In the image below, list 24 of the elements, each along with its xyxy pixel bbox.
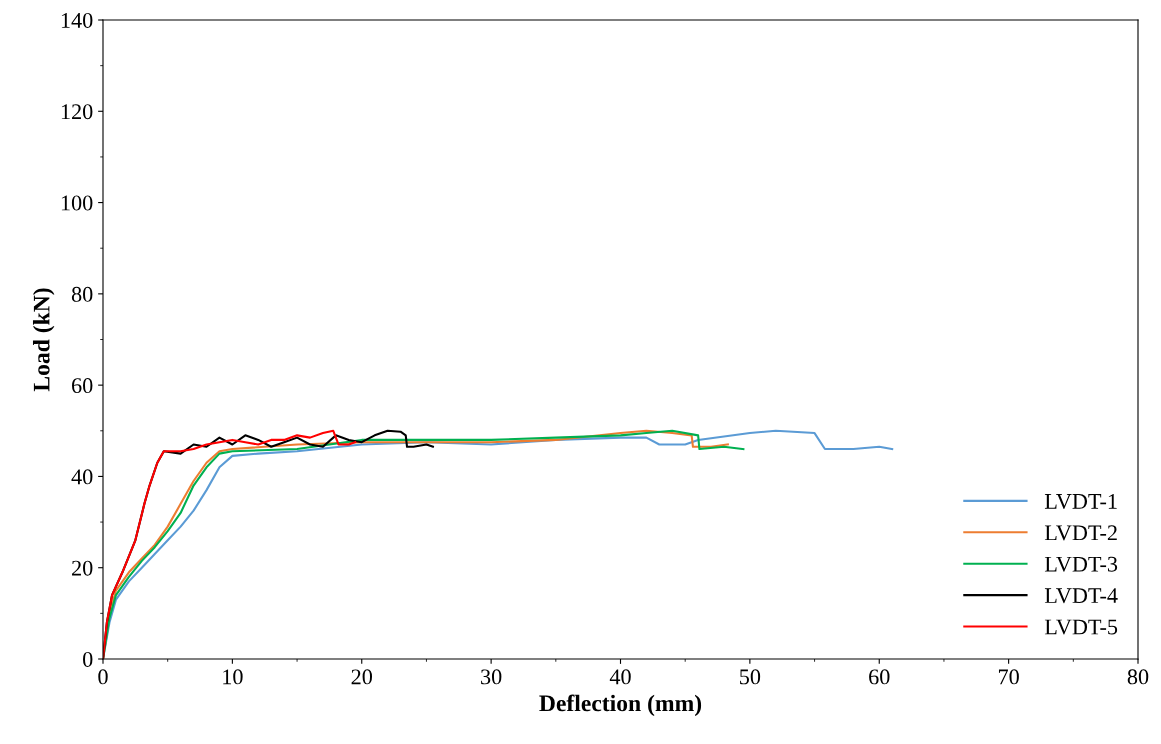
y-tick-label: 120 bbox=[61, 104, 93, 120]
x-axis-title: Deflection (mm) bbox=[539, 694, 702, 717]
x-tick-label: 40 bbox=[609, 669, 631, 685]
x-tick-label: 0 bbox=[98, 669, 108, 685]
y-tick-label: 0 bbox=[83, 651, 93, 667]
y-tick-label: 100 bbox=[61, 195, 93, 211]
legend-label: LVDT-2 bbox=[1044, 525, 1117, 541]
legend-label: LVDT-5 bbox=[1044, 619, 1118, 635]
legend-label: LVDT-4 bbox=[1044, 588, 1118, 604]
x-tick-label: 10 bbox=[223, 669, 243, 685]
y-tick-label: 40 bbox=[71, 469, 93, 485]
y-tick-label: 80 bbox=[71, 286, 93, 302]
x-tick-label: 60 bbox=[869, 669, 890, 685]
x-tick-label: 30 bbox=[481, 669, 502, 685]
legend-label: LVDT-1 bbox=[1044, 494, 1117, 510]
y-tick-label: 140 bbox=[61, 12, 93, 28]
y-tick-label: 60 bbox=[72, 378, 93, 394]
x-tick-label: 80 bbox=[1127, 669, 1149, 685]
x-tick-label: 50 bbox=[740, 669, 761, 685]
y-axis-title: Load (kN) bbox=[32, 288, 55, 392]
legend-label: LVDT-3 bbox=[1044, 556, 1118, 572]
x-tick-label: 70 bbox=[998, 669, 1019, 685]
y-tick-label: 20 bbox=[72, 560, 93, 576]
x-tick-label: 20 bbox=[351, 669, 373, 685]
